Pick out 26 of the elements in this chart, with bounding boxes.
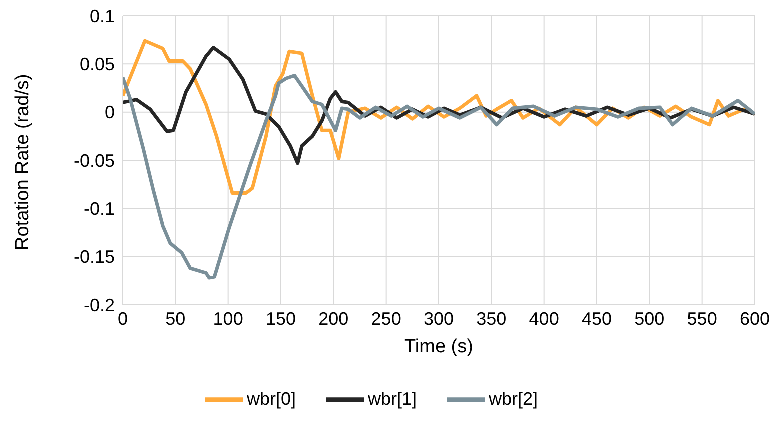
y-tick-label: 0.05	[80, 54, 115, 75]
legend-label: wbr[1]	[368, 388, 418, 409]
y-axis-title: Rotation Rate (rad/s)	[12, 74, 34, 250]
x-tick-label: 400	[529, 309, 560, 329]
x-tick-label: 250	[371, 309, 402, 329]
x-tick-label: 100	[213, 309, 244, 329]
y-tick-label: 0.1	[90, 6, 115, 26]
y-tick-label: -0.15	[74, 247, 115, 268]
y-tick-label: -0.05	[74, 150, 115, 171]
x-tick-label: 450	[582, 309, 612, 329]
x-tick-label: 0	[118, 309, 128, 329]
y-tick-label: -0.1	[84, 199, 115, 220]
x-tick-label: 600	[740, 309, 770, 329]
x-tick-label: 150	[266, 309, 296, 329]
x-tick-label: 500	[634, 309, 665, 329]
x-tick-label: 550	[687, 309, 718, 329]
legend-label: wbr[0]	[246, 388, 296, 409]
legend-label: wbr[2]	[489, 388, 538, 409]
x-tick-label: 50	[166, 309, 186, 329]
x-tick-label: 300	[424, 309, 454, 329]
y-tick-label: -0.2	[84, 295, 115, 316]
y-tick-label: 0	[104, 102, 115, 123]
x-tick-label: 200	[318, 309, 349, 329]
x-tick-label: 350	[476, 309, 507, 329]
line-series	[123, 74, 755, 280]
x-axis-title: Time (s)	[404, 336, 474, 358]
